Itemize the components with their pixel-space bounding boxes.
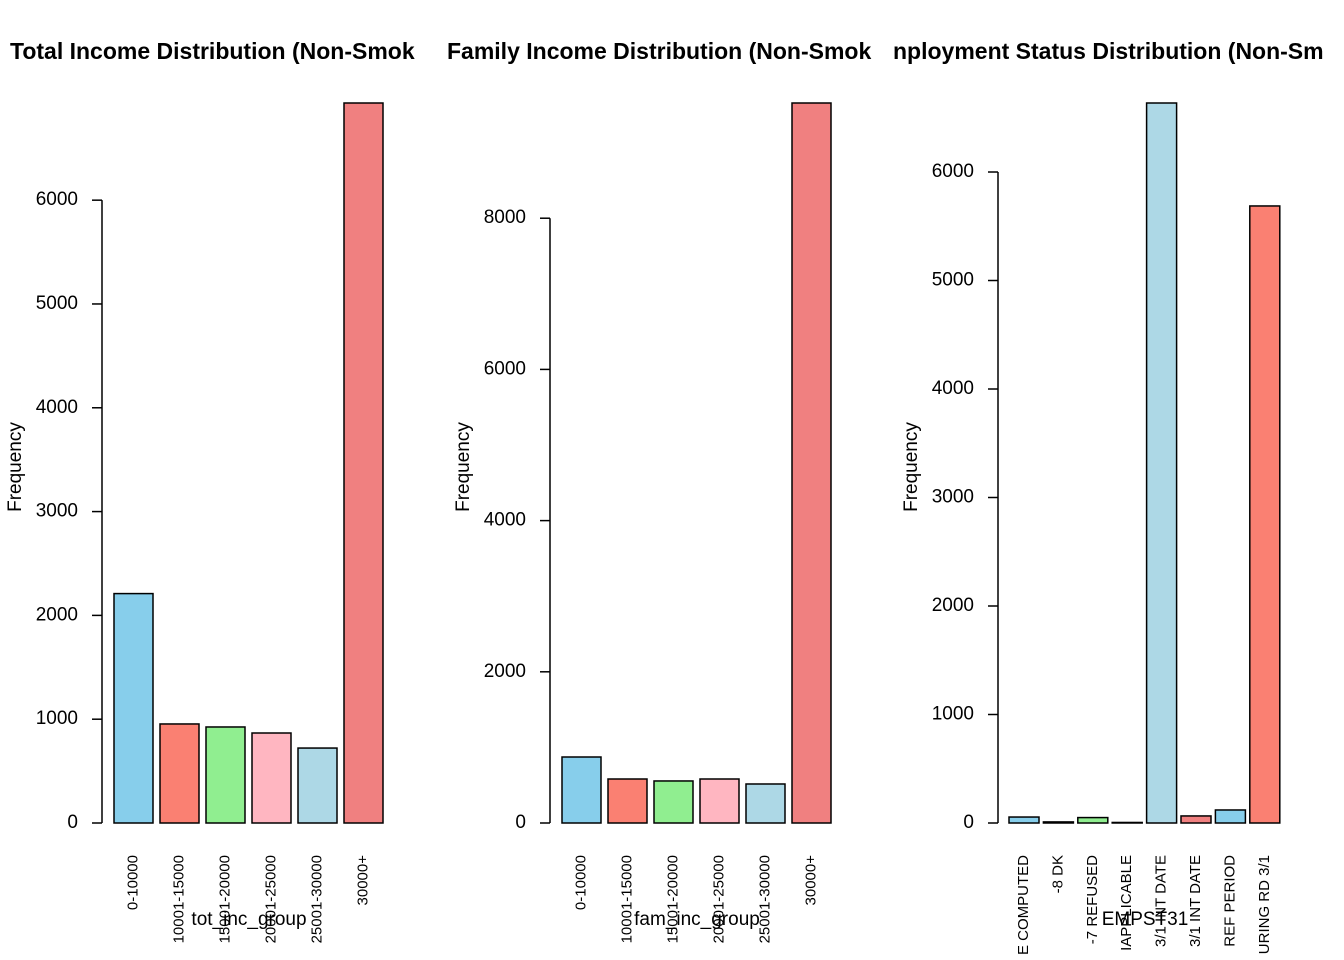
x-tick-label: 10001-15000 bbox=[170, 855, 187, 943]
y-axis-label: Frequency bbox=[453, 422, 474, 512]
y-tick-label: 0 bbox=[515, 812, 526, 833]
x-axis-label: fam_inc_group bbox=[634, 909, 760, 930]
x-tick-label: IAPPLICABLE bbox=[1118, 855, 1135, 951]
bar bbox=[159, 723, 200, 824]
x-tick-label: REF PERIOD bbox=[1221, 855, 1238, 947]
bar bbox=[113, 592, 154, 824]
x-tick-label: 0-10000 bbox=[572, 855, 589, 910]
y-tick-label: 0 bbox=[963, 812, 974, 833]
y-tick-label: 5000 bbox=[36, 293, 78, 314]
x-tick-label: 30000+ bbox=[354, 855, 371, 906]
x-tick-label: 0-10000 bbox=[124, 855, 141, 910]
bar bbox=[699, 778, 740, 824]
y-tick-label: 6000 bbox=[932, 161, 974, 182]
x-tick-label: E COMPUTED bbox=[1015, 855, 1032, 955]
bar bbox=[1077, 816, 1109, 824]
y-tick-label: 1000 bbox=[932, 704, 974, 725]
x-tick-label: 20001-25000 bbox=[262, 855, 279, 943]
bar bbox=[205, 726, 246, 824]
chart-title: nployment Status Distribution (Non-Sm bbox=[893, 38, 1324, 64]
bar bbox=[297, 747, 338, 824]
y-tick-label: 3000 bbox=[36, 501, 78, 522]
x-tick-label: -8 DK bbox=[1049, 855, 1066, 893]
y-tick-label: 2000 bbox=[932, 595, 974, 616]
x-axis-label: EMPST31 bbox=[1102, 909, 1189, 930]
y-axis-label: Frequency bbox=[5, 422, 26, 512]
y-tick-label: 4000 bbox=[932, 378, 974, 399]
bar bbox=[1145, 102, 1178, 824]
y-tick-label: 6000 bbox=[484, 358, 526, 379]
bar bbox=[653, 780, 694, 824]
chart-title: Total Income Distribution (Non-Smok bbox=[10, 38, 415, 64]
bar bbox=[1180, 815, 1212, 824]
bar bbox=[1214, 809, 1247, 824]
x-tick-label: URING RD 3/1 bbox=[1256, 855, 1273, 954]
y-tick-label: 4000 bbox=[484, 510, 526, 531]
x-tick-label: 25001-30000 bbox=[756, 855, 773, 943]
bar bbox=[1111, 821, 1143, 824]
bar bbox=[1008, 816, 1040, 824]
x-tick-label: -7 REFUSED bbox=[1084, 855, 1101, 944]
y-axis-label: Frequency bbox=[901, 422, 922, 512]
y-tick-label: 1000 bbox=[36, 708, 78, 729]
x-tick-label: 10001-15000 bbox=[618, 855, 635, 943]
y-tick-label: 0 bbox=[67, 812, 78, 833]
bar bbox=[745, 783, 786, 824]
y-tick-label: 2000 bbox=[36, 604, 78, 625]
bar bbox=[1042, 821, 1075, 824]
chart-title: Family Income Distribution (Non-Smok bbox=[447, 38, 871, 64]
x-tick-label: 20001-25000 bbox=[710, 855, 727, 943]
x-tick-label: 30000+ bbox=[802, 855, 819, 906]
x-tick-label: 15001-20000 bbox=[664, 855, 681, 943]
x-axis-label: tot_inc_group bbox=[191, 909, 306, 930]
y-tick-label: 8000 bbox=[484, 207, 526, 228]
x-tick-label: 25001-30000 bbox=[308, 855, 325, 943]
y-tick-label: 3000 bbox=[932, 487, 974, 508]
bar bbox=[607, 778, 648, 824]
x-tick-label: 3/1 INT DATE bbox=[1187, 855, 1204, 947]
y-tick-label: 4000 bbox=[36, 397, 78, 418]
y-tick-label: 2000 bbox=[484, 661, 526, 682]
y-tick-label: 5000 bbox=[932, 270, 974, 291]
x-tick-label: 15001-20000 bbox=[216, 855, 233, 943]
bar bbox=[791, 102, 832, 824]
x-tick-label: 3/1 INT DATE bbox=[1153, 855, 1170, 947]
bar bbox=[561, 756, 602, 824]
y-tick-label: 6000 bbox=[36, 189, 78, 210]
bar bbox=[1249, 205, 1281, 824]
bar bbox=[343, 102, 384, 824]
bar bbox=[251, 732, 292, 824]
